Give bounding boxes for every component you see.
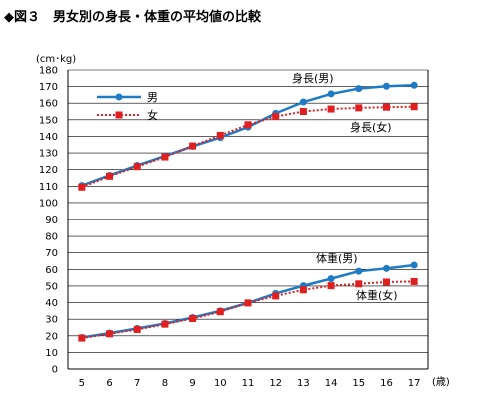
y-tick-label: 50 bbox=[45, 281, 58, 292]
data-point bbox=[244, 121, 252, 129]
data-point bbox=[133, 163, 141, 171]
data-point bbox=[78, 183, 86, 191]
data-point bbox=[382, 264, 390, 272]
data-point bbox=[272, 292, 280, 300]
y-tick-label: 100 bbox=[39, 198, 58, 209]
x-tick-label: 9 bbox=[189, 378, 195, 389]
y-tick-label: 70 bbox=[45, 248, 58, 259]
y-tick-label: 80 bbox=[45, 232, 58, 243]
legend-label-female: 女 bbox=[147, 108, 158, 122]
legend-label-male: 男 bbox=[147, 91, 158, 104]
x-tick-label: 7 bbox=[134, 378, 140, 389]
legend-marker-female bbox=[115, 111, 123, 119]
y-tick-label: 140 bbox=[39, 132, 58, 143]
y-tick-label: 180 bbox=[39, 66, 58, 77]
data-point bbox=[355, 280, 363, 288]
data-point bbox=[299, 98, 307, 106]
data-point bbox=[299, 286, 307, 294]
data-point bbox=[189, 315, 197, 323]
series-group bbox=[78, 81, 418, 342]
data-point bbox=[410, 277, 418, 285]
y-tick-label: 0 bbox=[52, 365, 58, 376]
legend: 男 女 bbox=[97, 91, 158, 122]
data-point bbox=[382, 278, 390, 286]
y-tick-label: 90 bbox=[45, 215, 58, 226]
y-axis-label: (cm･kg) bbox=[36, 54, 76, 65]
data-point bbox=[161, 320, 169, 328]
annotation-height-male: 身長(男) bbox=[292, 71, 334, 85]
data-point bbox=[216, 308, 224, 316]
x-tick-label: 17 bbox=[408, 378, 421, 389]
figure-title: ◆図３ 男女別の身長・体重の平均値の比較 bbox=[4, 10, 261, 25]
data-point bbox=[355, 85, 363, 93]
data-point bbox=[161, 153, 169, 161]
x-tick-label: 8 bbox=[162, 378, 168, 389]
data-point bbox=[327, 105, 335, 113]
x-tick-labels: 5 6 7 8 9 10 11 12 13 14 15 16 17 bbox=[79, 378, 421, 389]
y-tick-label: 60 bbox=[45, 265, 58, 276]
data-point bbox=[189, 142, 197, 150]
y-tick-label: 120 bbox=[39, 165, 58, 176]
series-1 bbox=[78, 103, 418, 191]
x-tick-label: 16 bbox=[380, 378, 393, 389]
x-tick-label: 15 bbox=[352, 378, 365, 389]
data-point bbox=[355, 267, 363, 275]
x-tick-label: 13 bbox=[297, 378, 310, 389]
data-point bbox=[410, 103, 418, 111]
data-point bbox=[410, 261, 418, 269]
data-point bbox=[216, 131, 224, 139]
x-tick-label: 12 bbox=[269, 378, 282, 389]
x-tick-label: 14 bbox=[325, 378, 338, 389]
x-tick-label: 10 bbox=[214, 378, 227, 389]
data-point bbox=[272, 113, 280, 121]
data-point bbox=[244, 299, 252, 307]
data-point bbox=[299, 108, 307, 116]
annotation-height-female: 身長(女) bbox=[350, 120, 392, 134]
data-point bbox=[106, 172, 114, 180]
annotations: 身長(男) 身長(女) 体重(男) 体重(女) bbox=[292, 71, 398, 302]
y-tick-label: 40 bbox=[45, 298, 58, 309]
y-tick-label: 150 bbox=[39, 115, 58, 126]
annotation-weight-female: 体重(女) bbox=[356, 288, 398, 302]
y-tick-label: 110 bbox=[39, 182, 58, 193]
data-point bbox=[382, 82, 390, 90]
y-tick-label: 10 bbox=[45, 348, 58, 359]
y-tick-label: 30 bbox=[45, 315, 58, 326]
y-tick-label: 170 bbox=[39, 82, 58, 93]
data-point bbox=[327, 90, 335, 98]
x-tick-label: 5 bbox=[79, 378, 85, 389]
annotation-weight-male: 体重(男) bbox=[316, 251, 358, 265]
x-axis-label: (歳) bbox=[432, 376, 450, 388]
data-point bbox=[106, 330, 114, 338]
series-line bbox=[81, 105, 415, 189]
data-point bbox=[78, 334, 86, 342]
series-3 bbox=[78, 277, 418, 342]
data-point bbox=[327, 275, 335, 283]
data-point bbox=[133, 325, 141, 333]
data-point bbox=[327, 282, 335, 290]
series-line bbox=[81, 84, 415, 187]
y-tick-label: 130 bbox=[39, 149, 58, 160]
y-tick-labels: 0 10 20 30 40 50 60 70 80 90 100 110 120 130 140 150 160… bbox=[39, 66, 58, 376]
y-tick-label: 160 bbox=[39, 99, 58, 110]
y-tick-label: 20 bbox=[45, 331, 58, 342]
x-tick-label: 11 bbox=[242, 378, 255, 389]
data-point bbox=[410, 81, 418, 89]
data-point bbox=[355, 104, 363, 112]
legend-marker-male bbox=[115, 93, 123, 101]
data-point bbox=[382, 103, 390, 111]
x-tick-label: 6 bbox=[106, 378, 112, 389]
axes bbox=[67, 70, 429, 370]
